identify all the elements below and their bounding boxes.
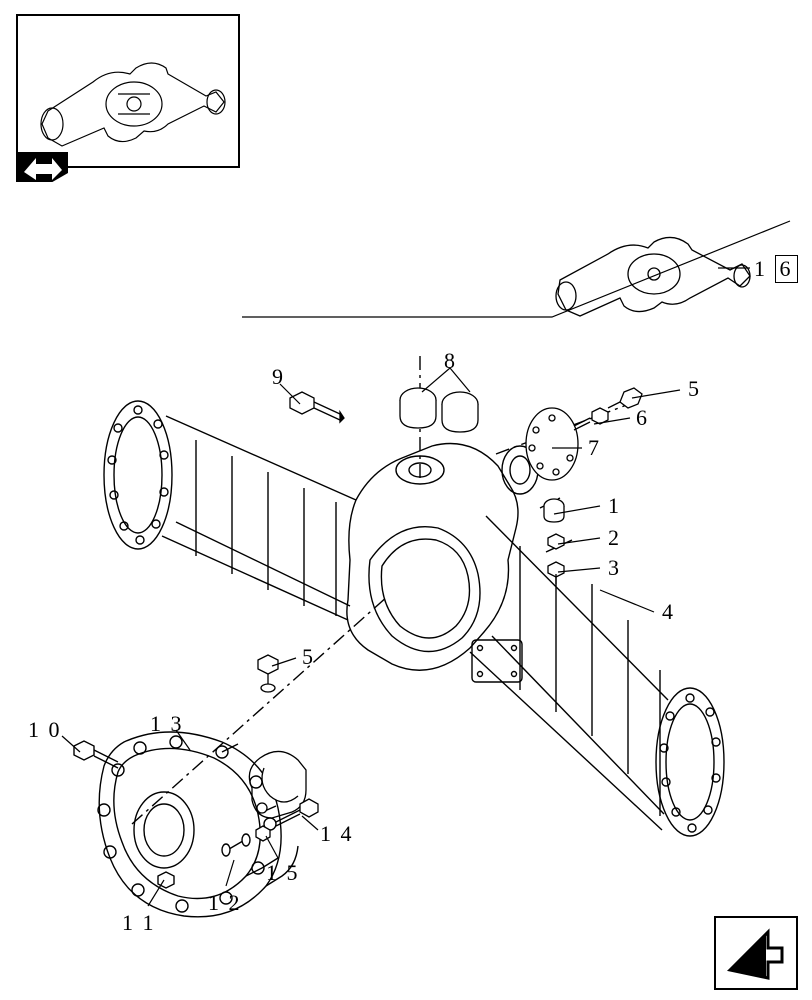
diagram-page: 1 2 3 4 5 5 6 7 8 9 1 0 1 1 1 2 1 3 1 4 … (0, 0, 812, 1000)
part-5b-plug (258, 655, 278, 692)
callout-13: 1 3 (150, 711, 184, 737)
callout-14: 1 4 (320, 821, 354, 847)
callout-6: 6 (636, 405, 649, 431)
callout-8: 8 (444, 348, 457, 374)
callout-16-second: 6 (775, 255, 798, 283)
part-8-caps (400, 388, 478, 432)
callout-7: 7 (588, 435, 601, 461)
callout-15: 1 5 (266, 860, 300, 886)
part-9-bolt (290, 392, 344, 422)
carrier-cover-group (74, 732, 298, 917)
callout-16-first: 1 (754, 256, 767, 281)
callout-12: 1 2 (208, 890, 242, 916)
callout-2: 2 (608, 525, 621, 551)
parts-14-15 (249, 751, 318, 841)
callout-9: 9 (272, 364, 285, 390)
callout-3: 3 (608, 555, 621, 581)
leader-lines (62, 268, 750, 906)
callout-10: 1 0 (28, 717, 62, 743)
diagram-svg (0, 0, 812, 1000)
callout-4: 4 (662, 599, 675, 625)
callout-5a: 5 (688, 376, 701, 402)
callout-5b: 5 (302, 644, 315, 670)
callout-1: 1 (608, 493, 621, 519)
separator-line (242, 221, 790, 317)
page-turn-icon (714, 916, 798, 990)
callout-16: 1 6 (754, 255, 798, 283)
callout-11: 1 1 (122, 910, 156, 936)
